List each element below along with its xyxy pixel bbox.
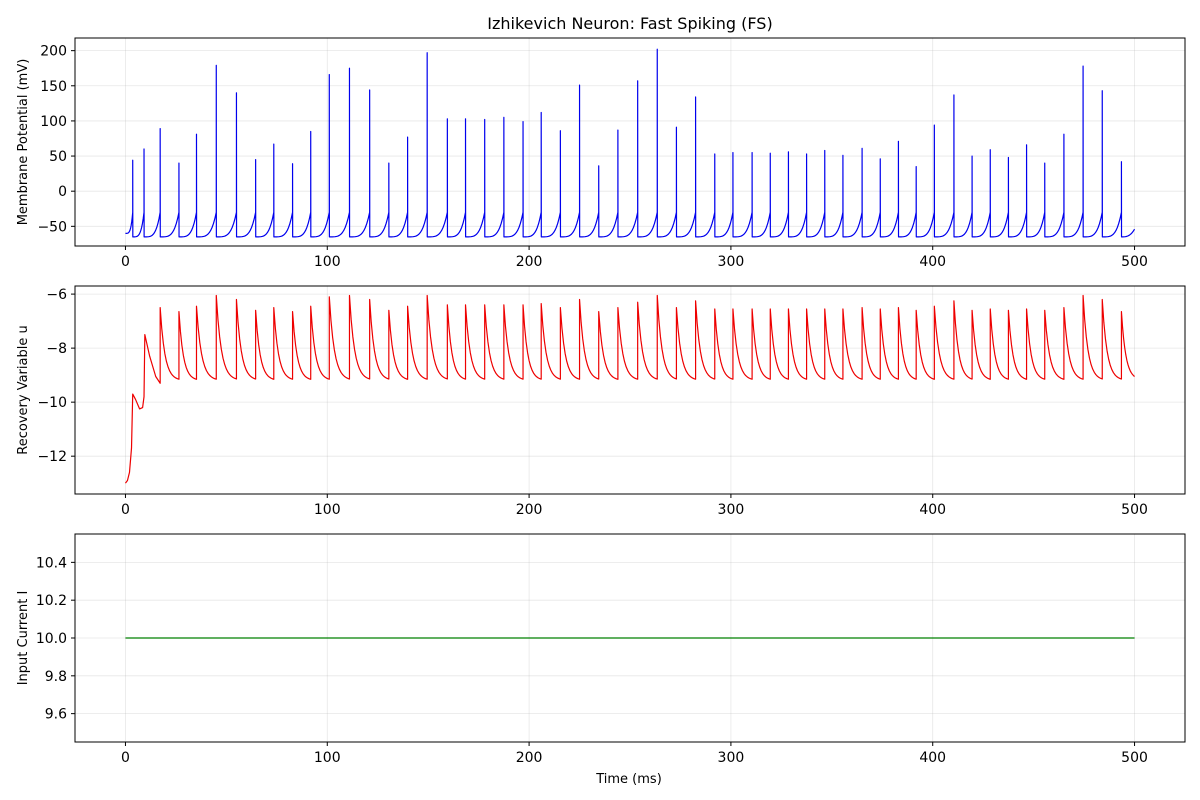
x-tick-label: 0 [121,502,130,518]
x-axis-label: Time (ms) [595,772,662,787]
y-axis-label: Recovery Variable u [16,325,31,454]
x-tick-label: 500 [1121,502,1148,518]
x-tick-label: 500 [1121,254,1148,270]
plot-frame [74,37,1186,247]
chart-title: Izhikevich Neuron: Fast Spiking (FS) [487,14,772,33]
x-tick-label: 300 [718,254,745,270]
x-tick-label: 400 [919,502,946,518]
y-tick-label: 200 [40,44,67,60]
y-tick-label: 9.6 [45,707,67,723]
series-line-2 [124,294,1135,484]
panel-1: 0 100 200 300 400 500 −50 0 50 100 150 200 Membrane … [16,37,1186,270]
y-axis-label: Input Current I [16,591,31,686]
y-tick-label: −10 [37,395,67,411]
y-tick-label: 100 [40,114,67,130]
y-tick-label: −12 [37,449,67,465]
x-tick-label: 0 [121,254,130,270]
x-tick-label: 100 [314,750,341,766]
x-tick-label: 100 [314,502,341,518]
y-tick-label: 150 [40,79,67,95]
x-tick-label: 400 [919,750,946,766]
y-tick-label: 0 [58,184,67,200]
y-tick-label: 10.4 [36,555,67,571]
x-tick-label: 0 [121,750,130,766]
y-axis-label: Membrane Potential (mV) [16,59,31,226]
panel-2: 0 100 200 300 400 500 −12 −10 −8 −6 Recovery Varia… [16,285,1186,518]
x-tick-label: 300 [718,750,745,766]
x-tick-label: 500 [1121,750,1148,766]
x-tick-label: 400 [919,254,946,270]
y-tick-label: 10.2 [36,593,67,609]
y-tick-label: 50 [49,149,67,165]
y-tick-label: −8 [46,341,67,357]
x-tick-label: 200 [516,254,543,270]
y-tick-label: −6 [46,287,67,303]
panels: 0 100 200 300 400 500 −50 0 50 100 150 200 Membrane … [16,37,1186,787]
x-tick-label: 200 [516,750,543,766]
y-tick-label: 10.0 [36,631,67,647]
series-line-1 [125,48,1136,238]
x-tick-label: 200 [516,502,543,518]
y-tick-label: −50 [37,219,67,235]
panel-3: 0 100 200 300 400 500 9.6 9.8 10.0 10.2 10.4 Input … [16,533,1186,787]
x-tick-label: 100 [314,254,341,270]
x-tick-label: 300 [718,502,745,518]
y-tick-label: 9.8 [45,669,67,685]
plot-frame [74,285,1186,495]
